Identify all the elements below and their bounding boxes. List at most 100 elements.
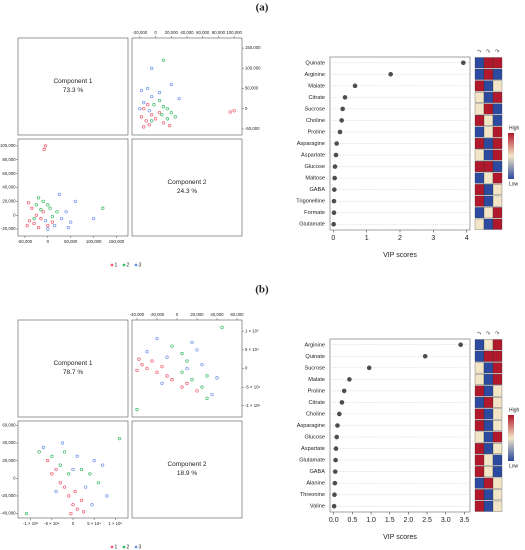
- vip-dot: [333, 446, 339, 451]
- heatmap-cell: [492, 207, 503, 219]
- y-tick-label: 50,000: [245, 86, 259, 91]
- heatmap-cell: [492, 373, 503, 385]
- point: [195, 348, 199, 352]
- point: [146, 103, 150, 107]
- heatmap-cell: [474, 339, 485, 351]
- point: [34, 213, 38, 217]
- x-tick-label: 40,000: [210, 312, 224, 317]
- heatmap-cell: [492, 68, 503, 80]
- heatmap-cell: [492, 195, 503, 207]
- panel-frame: [131, 138, 243, 237]
- point: [139, 88, 144, 93]
- vip-dot: [331, 210, 337, 215]
- point: [149, 94, 154, 99]
- category-label: Malate: [308, 377, 325, 383]
- category-label: Sucrose: [304, 106, 325, 112]
- point: [232, 109, 236, 113]
- panel-label: (a): [256, 2, 269, 14]
- x-tick-label: 150,000: [109, 239, 125, 244]
- category-label: Arginine: [304, 342, 325, 348]
- x-tick-label: 60,000: [196, 30, 210, 35]
- x-tick-label: 0: [176, 312, 179, 317]
- point: [66, 226, 71, 230]
- point: [157, 90, 162, 95]
- heatmap-cell: [483, 126, 494, 138]
- heatmap-cell: [474, 500, 485, 512]
- point: [210, 392, 214, 397]
- heatmap-column-label: 3: [494, 330, 501, 336]
- legend-swatch: [110, 545, 114, 549]
- heatmap-cell: [483, 103, 494, 115]
- point: [228, 110, 232, 114]
- x-tick-label: 0: [47, 239, 50, 244]
- category-label: Glutamate: [299, 458, 325, 464]
- colorbar: [508, 133, 514, 179]
- variance-label: 78.7 %: [63, 369, 83, 376]
- point: [149, 119, 154, 123]
- point: [160, 113, 164, 117]
- colorbar-low: Low: [509, 463, 519, 469]
- point: [79, 467, 84, 472]
- point: [88, 472, 92, 476]
- point: [96, 481, 101, 485]
- point: [58, 463, 62, 467]
- category-label: Citrate: [309, 95, 325, 101]
- x-tick-label: 50,000: [64, 239, 78, 244]
- point: [205, 396, 209, 400]
- vip-dot: [458, 342, 463, 348]
- category-label: Choline: [306, 411, 325, 417]
- category-label: Proline: [308, 129, 325, 135]
- x-tick-label: 0: [331, 235, 335, 242]
- point: [50, 454, 54, 458]
- x-tick-label: 60,000: [230, 312, 244, 317]
- point: [157, 111, 162, 115]
- y-tick-label: 100,000: [0, 143, 16, 148]
- panel-frame: [17, 37, 129, 136]
- legend-swatch: [134, 545, 138, 549]
- vip-dot: [333, 152, 339, 158]
- point: [145, 366, 149, 371]
- category-label: Glucose: [304, 435, 325, 441]
- heatmap-cell: [474, 207, 485, 219]
- x-axis-label: VIP scores: [383, 534, 417, 541]
- legend-swatch: [122, 263, 126, 267]
- point: [180, 385, 184, 389]
- y-tick-label: 100,000: [245, 65, 261, 70]
- point: [54, 467, 58, 472]
- heatmap-cell: [483, 350, 494, 362]
- y-tick-label: -20,000: [1, 493, 16, 498]
- point: [30, 206, 34, 210]
- point: [195, 389, 199, 393]
- point: [53, 223, 57, 228]
- point: [43, 219, 48, 223]
- heatmap-cell: [492, 431, 503, 443]
- point: [27, 219, 32, 223]
- heatmap-cell: [474, 57, 485, 69]
- vip-dot: [332, 187, 337, 192]
- x-tick-label: 80,000: [212, 30, 226, 35]
- point: [165, 117, 170, 121]
- heatmap-cell: [483, 431, 494, 443]
- point: [215, 376, 219, 380]
- y-tick-label: 40,000: [2, 185, 16, 190]
- heatmap-cell: [483, 454, 494, 466]
- heatmap-column-label: 3: [494, 48, 501, 54]
- legend-label: 3: [139, 544, 142, 550]
- heatmap-cell: [492, 80, 503, 92]
- vip-dot: [342, 95, 348, 100]
- category-label: Formate: [304, 210, 325, 216]
- panel-frame: [17, 319, 129, 418]
- vip-dot: [332, 469, 338, 474]
- point: [170, 344, 174, 348]
- vip-dot: [337, 411, 342, 417]
- point: [147, 123, 151, 127]
- point: [205, 374, 209, 378]
- point: [165, 355, 169, 359]
- point: [69, 511, 73, 516]
- heatmap-cell: [483, 443, 494, 454]
- point: [41, 445, 46, 450]
- vip-dot: [347, 377, 352, 382]
- heatmap-cell: [483, 489, 494, 501]
- heatmap-cell: [474, 466, 485, 478]
